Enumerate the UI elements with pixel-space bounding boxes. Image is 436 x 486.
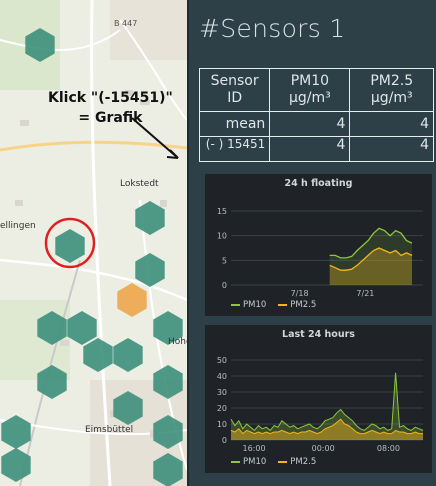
y-tick-label: 10 [217, 232, 227, 241]
map-label-hoheluft: Hohen [168, 337, 187, 347]
legend-label: PM2.5 [290, 300, 317, 310]
series-area-pm10 [329, 228, 412, 285]
arrow-head-icon [166, 149, 179, 159]
chart-title: 24 h floating [284, 178, 353, 189]
road [119, 19, 187, 121]
sensor-hexagon[interactable] [135, 253, 165, 287]
legend-label: PM2.5 [290, 457, 317, 467]
sensor-hexagon[interactable] [153, 415, 183, 449]
series-area-pm25 [329, 248, 412, 285]
column-header-pm10: PM10 µg/m³ [269, 68, 351, 112]
sensor-hexagon[interactable] [1, 415, 31, 449]
road [90, 0, 112, 486]
urban-area [110, 0, 187, 60]
y-tick-label: 50 [217, 356, 227, 365]
series-area-pm10 [231, 372, 423, 440]
map-label-stellingen: ellingen [0, 221, 36, 231]
x-tick-label: 7/18 [291, 289, 309, 298]
cell-pm10: 4 [269, 136, 351, 162]
cell-pm10: 4 [269, 111, 351, 137]
series-line-pm10 [329, 227, 413, 259]
chart-card-last-24h: Last 24 hours 0 10 20 30 40 50 16:00 00:00 08:00… [205, 325, 432, 473]
legend-label: PM10 [243, 300, 267, 310]
sensor-hexagon[interactable] [37, 365, 67, 399]
sensor-hexagon[interactable] [1, 448, 31, 482]
map-label-lokstedt: Lokstedt [120, 179, 159, 189]
legend-swatch [231, 460, 240, 463]
annotation-text: Klick "(-15451)" = Grafik [48, 88, 173, 128]
map-view[interactable]: B 447 Lokstedt ellingen Hohen Eimsbüttel… [0, 0, 187, 486]
chart-title: Last 24 hours [282, 329, 355, 340]
sensor-hexagons [1, 28, 183, 486]
sensor-hexagon[interactable] [153, 365, 183, 399]
series-line-pm25 [230, 418, 423, 435]
chart-legend: PM10 PM2.5 [231, 457, 316, 467]
sensor-hexagon[interactable] [83, 338, 113, 372]
sensor-hexagon[interactable] [113, 391, 143, 425]
sensor-table: Sensor ID PM10 µg/m³ PM2.5 µg/m³ mean 4 … [198, 68, 434, 162]
chart-24h-floating: 0 5 10 15 7/18 7/21 [217, 207, 423, 298]
legend-label: PM10 [243, 457, 267, 467]
map-canvas[interactable]: B 447 Lokstedt ellingen Hohen Eimsbüttel [0, 0, 187, 486]
y-tick-label: 5 [222, 256, 227, 265]
sensor-panel: #Sensors 1 Sensor ID PM10 µg/m³ PM2.5 µg… [187, 0, 436, 486]
legend-item-pm10[interactable]: PM10 [231, 300, 266, 310]
table-row: mean 4 4 [198, 111, 434, 137]
x-tick-label: 7/21 [356, 289, 374, 298]
sensor-hexagon[interactable] [153, 453, 183, 486]
road [0, 29, 121, 51]
map-label-road: B 447 [114, 19, 137, 28]
legend-swatch [278, 460, 288, 463]
sensor-hexagon[interactable] [37, 311, 67, 345]
chart-legend: PM10 PM2.5 [231, 300, 316, 310]
y-tick-label: 30 [217, 388, 227, 397]
sensor-hexagon[interactable] [135, 201, 165, 235]
sensor-hexagon[interactable] [25, 28, 55, 62]
sensor-hexagon[interactable] [55, 229, 85, 263]
series-line-pm10 [230, 372, 424, 432]
legend-item-pm25[interactable]: PM2.5 [278, 300, 316, 310]
map-label-eimsbuettel: Eimsbüttel [85, 425, 133, 435]
cell-pm25: 4 [349, 136, 434, 162]
y-tick-label: 0 [222, 436, 227, 445]
sensor-hexagon-warning[interactable] [117, 283, 147, 317]
x-tick-label: 00:00 [312, 444, 335, 453]
road [0, 258, 187, 302]
panel-title: #Sensors 1 [199, 14, 346, 43]
y-tick-label: 10 [217, 420, 227, 429]
legend-item-pm25[interactable]: PM2.5 [278, 457, 316, 467]
highlight-circle [44, 217, 96, 269]
legend-swatch [231, 303, 240, 306]
chart-last-24h: 0 10 20 30 40 50 16:00 00:00 08:00 [217, 356, 424, 453]
table-row[interactable]: (- ) 15451 4 4 [198, 136, 434, 162]
series-line-pm25 [329, 247, 413, 271]
y-tick-label: 0 [222, 281, 227, 290]
sensor-id-link[interactable]: (- ) 15451 [198, 136, 271, 162]
x-tick-label: 08:00 [377, 444, 400, 453]
y-tick-label: 15 [217, 207, 227, 216]
table-header-row: Sensor ID PM10 µg/m³ PM2.5 µg/m³ [198, 68, 434, 112]
sensor-hexagon[interactable] [153, 311, 183, 345]
sensor-hexagon[interactable] [113, 338, 143, 372]
sensor-hexagon[interactable] [67, 311, 97, 345]
legend-swatch [278, 303, 288, 306]
x-tick-label: 16:00 [243, 444, 266, 453]
legend-item-pm10[interactable]: PM10 [231, 457, 266, 467]
column-header-sensor-id: Sensor ID [198, 68, 271, 112]
y-tick-label: 20 [217, 404, 227, 413]
annotation-line-2: = Grafik [78, 110, 143, 126]
column-header-pm25: PM2.5 µg/m³ [349, 68, 434, 112]
series-area-pm25 [231, 419, 423, 440]
y-tick-label: 40 [217, 372, 227, 381]
annotation-line-1: Klick "(-15451)" [48, 90, 173, 106]
cell-sensor-id: mean [198, 111, 271, 137]
cell-pm25: 4 [349, 111, 434, 137]
chart-card-24h-floating: 24 h floating 0 5 10 15 7/18 7/21 PM10 PM2.5 [205, 174, 432, 316]
